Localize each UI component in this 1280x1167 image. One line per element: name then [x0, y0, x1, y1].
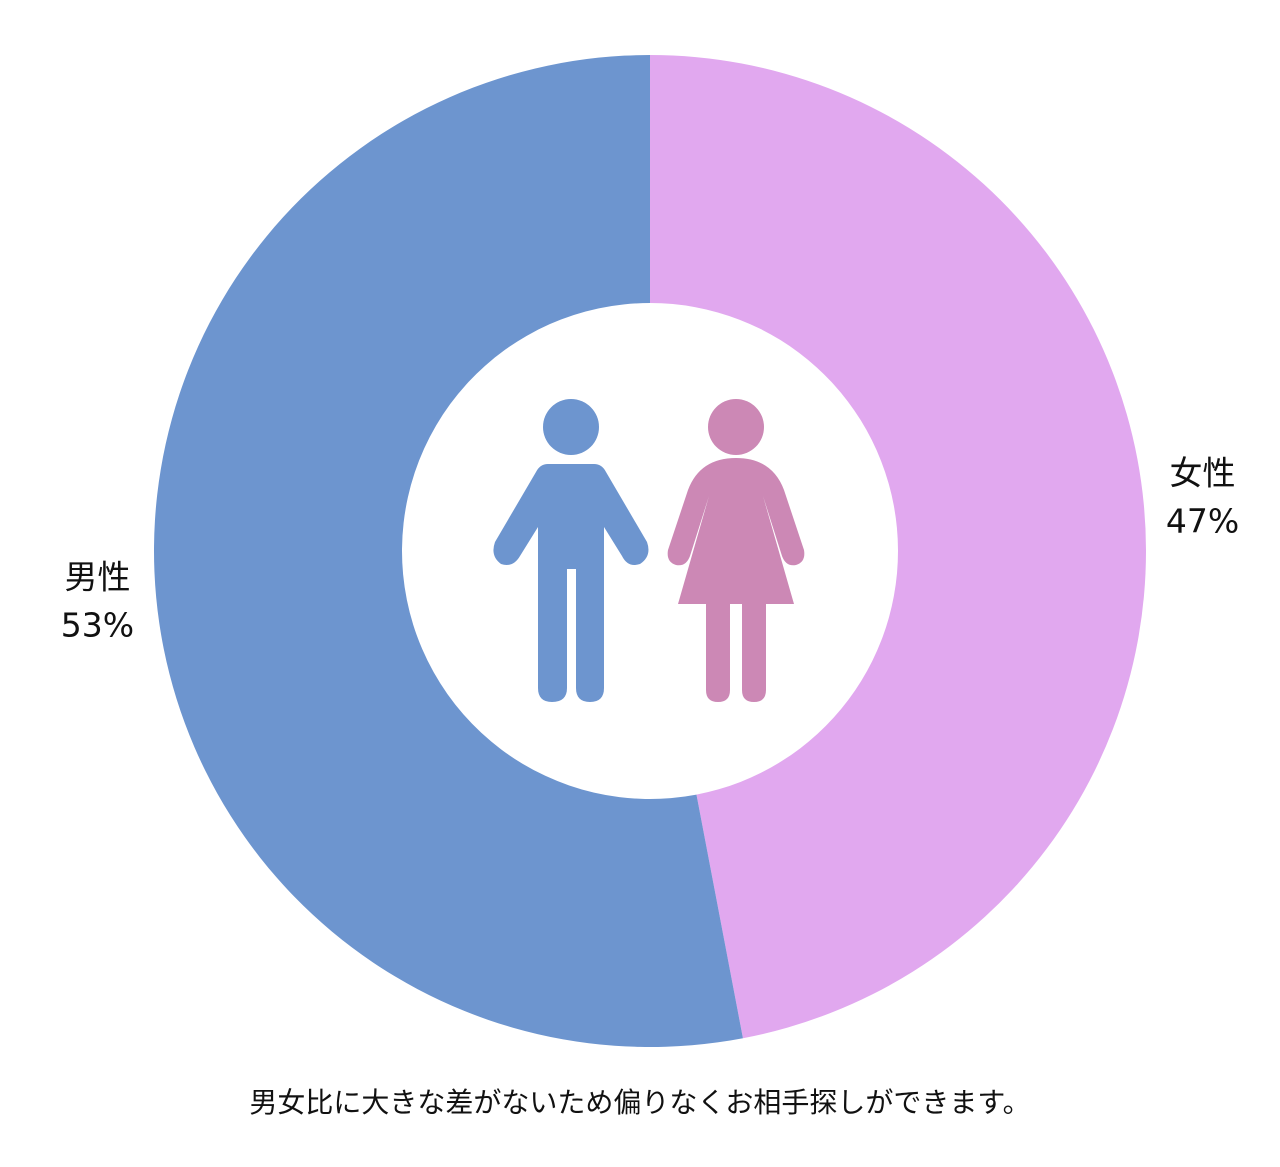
- man-icon: [493, 399, 649, 702]
- slice: [153, 55, 743, 1047]
- caption: 男女比に大きな差がないため偏りなくお相手探しができます。: [249, 1086, 1030, 1119]
- woman-icon: [667, 399, 805, 702]
- man-body: [493, 464, 649, 702]
- woman-body: [667, 458, 805, 702]
- slice-label: 女性: [1170, 453, 1236, 492]
- man-head: [543, 399, 599, 455]
- slice-value: 47%: [1166, 501, 1239, 540]
- woman-head: [708, 399, 764, 455]
- slice: [650, 55, 1146, 1039]
- slice-value: 53%: [61, 606, 134, 645]
- slices: [153, 55, 1146, 1047]
- slice-label: 男性: [64, 558, 130, 597]
